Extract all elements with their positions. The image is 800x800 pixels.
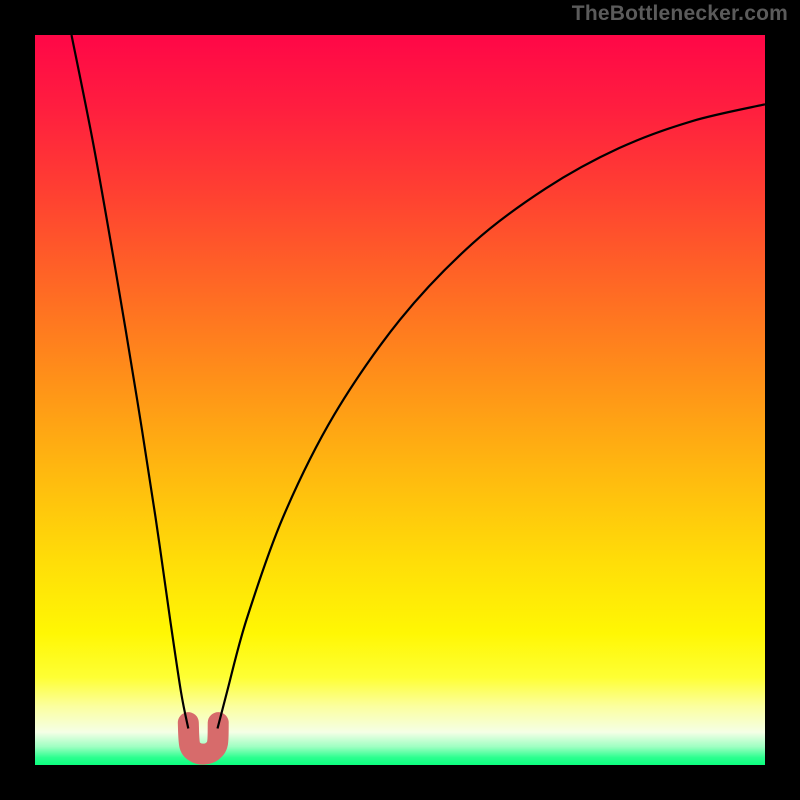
plot-svg xyxy=(35,35,765,765)
gradient-background xyxy=(35,35,765,765)
chart-container: TheBottlenecker.com xyxy=(0,0,800,800)
plot-area xyxy=(35,35,765,765)
watermark-text: TheBottlenecker.com xyxy=(572,2,788,26)
